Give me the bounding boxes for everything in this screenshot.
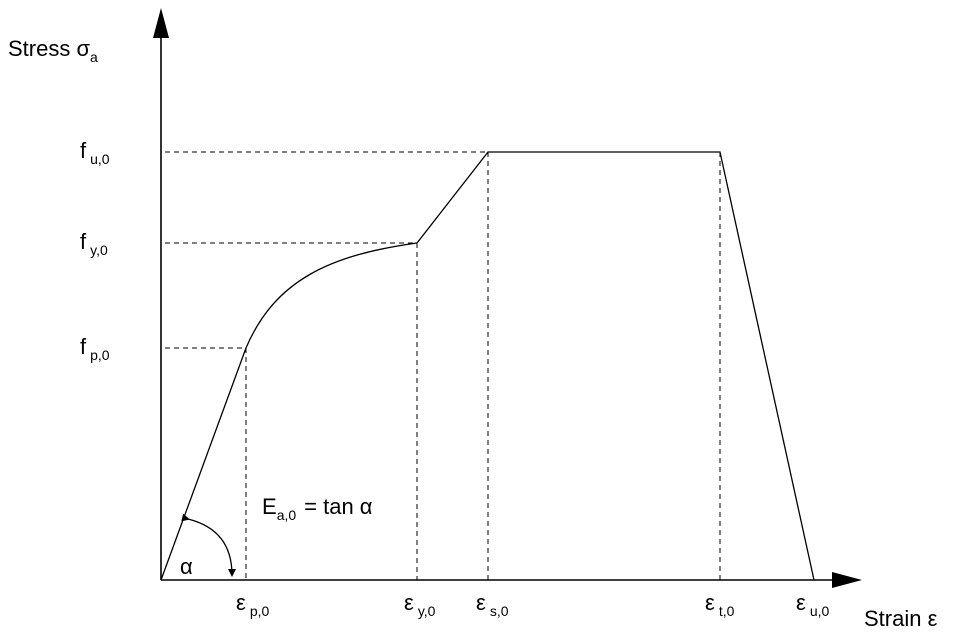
- y-axis-label: Stress σa: [8, 36, 98, 65]
- ey-label: ε y,0: [404, 590, 436, 619]
- ep-label: ε p,0: [236, 590, 269, 619]
- es-label: ε s,0: [476, 590, 509, 619]
- x-axis-label: Strain ε: [864, 606, 938, 631]
- y-axis-arrow-icon: [153, 8, 169, 38]
- eu-label: ε u,0: [796, 590, 829, 619]
- et-label: ε t,0: [705, 590, 735, 619]
- alpha-arc: [188, 519, 232, 575]
- x-axis-arrow-icon: [832, 572, 862, 588]
- fy-label: f y,0: [80, 229, 108, 258]
- modulus-label: Ea,0 = tan α: [262, 494, 373, 523]
- alpha-label: α: [180, 554, 193, 579]
- fu-label: f u,0: [80, 138, 110, 167]
- fp-label: f p,0: [80, 334, 110, 363]
